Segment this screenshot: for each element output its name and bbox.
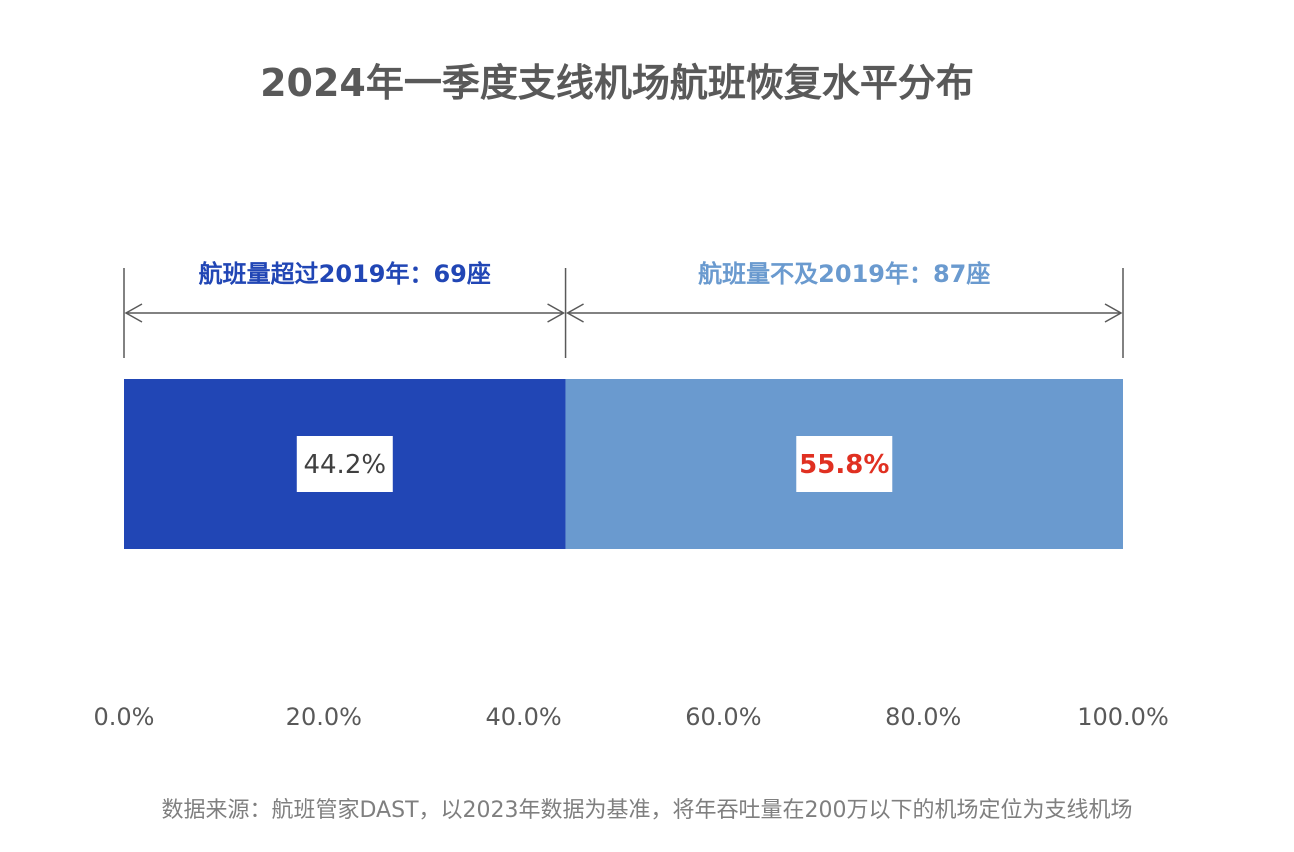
bracket-arrowhead-left <box>124 303 143 323</box>
x-tick-label: 80.0% <box>885 703 961 731</box>
source-note: 数据来源：航班管家DAST，以2023年数据为基准，将年吞吐量在200万以下的机… <box>161 798 1133 823</box>
x-tick-label: 40.0% <box>485 703 561 731</box>
segment-label: 航班量不及2019年：87座 <box>698 260 990 288</box>
data-label-box <box>796 436 893 492</box>
segment-label: 航班量超过2019年：69座 <box>199 260 491 288</box>
chart-title: 2024年一季度支线机场航班恢复水平分布 <box>260 61 974 105</box>
bracket-arrowhead-left <box>566 303 584 323</box>
data-label-box <box>296 436 393 492</box>
bracket-arrowhead-right <box>547 303 566 323</box>
bracket-arrowhead-right <box>1104 303 1123 323</box>
x-tick-label: 0.0% <box>94 703 155 731</box>
data-label: 44.2% <box>303 450 386 480</box>
data-label: 55.8% <box>799 450 889 480</box>
x-tick-label: 20.0% <box>286 703 362 731</box>
x-tick-label: 60.0% <box>685 703 761 731</box>
x-tick-label: 100.0% <box>1077 703 1169 731</box>
